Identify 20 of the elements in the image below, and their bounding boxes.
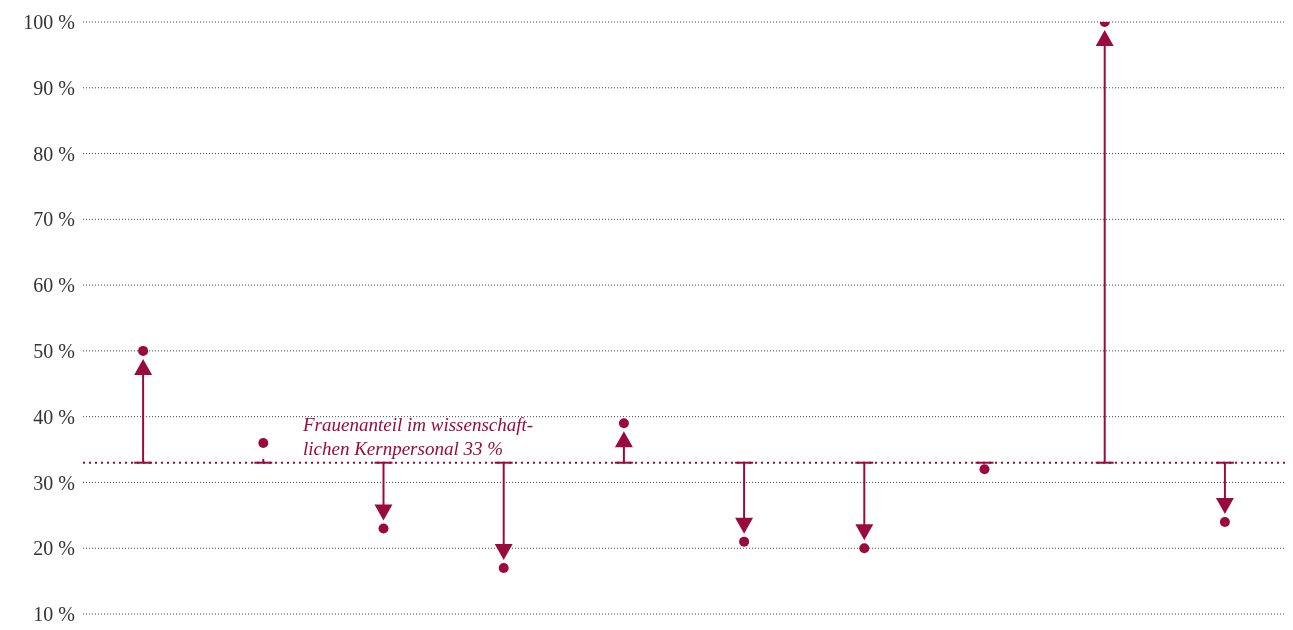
y-tick-label: 60 % [33,274,75,297]
point [378,523,389,534]
point [979,464,990,475]
point [258,437,269,448]
y-tick-label: 40 % [33,405,75,428]
point [138,345,149,356]
y-tick-label: 50 % [33,339,75,362]
ref-line-label: Frauenanteil im wissenschaft- lichen Kernpersonal 33 % [302,413,534,459]
point [739,536,750,547]
y-tick-label: 20 % [33,537,75,560]
y-tick-label: 90 % [33,76,75,99]
point [618,418,629,429]
point [498,562,509,573]
y-tick-label: 80 % [33,142,75,165]
point [859,543,870,554]
point [1219,516,1230,527]
y-tick-label: 100 % [23,11,75,34]
y-tick-label: 70 % [33,208,75,231]
y-tick-label: 30 % [33,471,75,494]
y-tick-label: 10 % [33,603,75,626]
